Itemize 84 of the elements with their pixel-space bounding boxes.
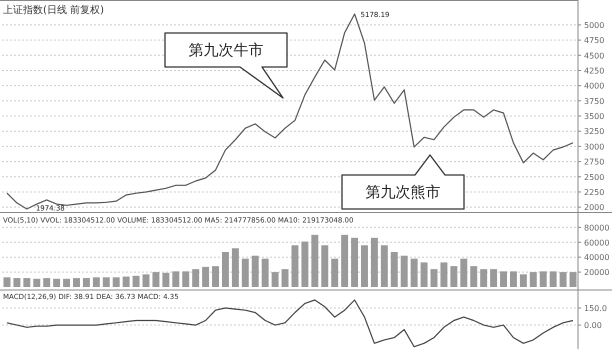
y-tick-label: 2750 (584, 158, 604, 167)
bar (212, 266, 219, 287)
bar (331, 258, 338, 287)
bar (470, 266, 478, 287)
bar (73, 278, 80, 287)
bar (500, 271, 507, 287)
line-series (6, 299, 574, 348)
y-tick-label: 3000 (584, 142, 604, 152)
bar (192, 269, 200, 287)
bar (490, 269, 498, 287)
bar (102, 277, 110, 287)
bar (351, 238, 358, 287)
bar (301, 242, 308, 287)
bar (122, 276, 130, 287)
bar (252, 256, 259, 287)
y-tick-label: 40000 (584, 253, 610, 262)
y-tick-label: 0.00 (584, 321, 602, 330)
bar (112, 277, 120, 287)
bar (400, 256, 408, 287)
bar (420, 262, 428, 287)
y-tick-label: 2500 (584, 172, 604, 182)
bar (440, 262, 448, 287)
y-tick-label: 4500 (584, 51, 604, 60)
bar (370, 238, 378, 287)
annotation: 第九次牛市 (188, 41, 264, 59)
bar (380, 245, 388, 287)
callout: 第九次牛市 (164, 32, 288, 99)
line-series (6, 13, 574, 210)
bar (142, 274, 150, 287)
bar (23, 278, 30, 287)
bar (272, 272, 279, 287)
bar (341, 234, 348, 287)
bar (450, 266, 458, 287)
bar (172, 271, 180, 287)
bar (13, 278, 20, 287)
bar (520, 274, 527, 287)
y-tick-label: 4750 (584, 36, 604, 46)
y-tick-label: 60000 (584, 238, 610, 248)
bar (63, 278, 70, 287)
callout: 第九次熊市 (341, 154, 465, 210)
bar (311, 234, 318, 287)
y-tick-label: 4000 (584, 82, 604, 91)
bar (82, 278, 90, 287)
bar (43, 278, 50, 287)
bar (410, 258, 418, 287)
bar (92, 277, 100, 287)
bar (570, 272, 577, 287)
bar (3, 277, 10, 287)
bar (53, 278, 60, 287)
bar (152, 272, 160, 287)
bar (550, 271, 557, 287)
bar (560, 272, 567, 287)
bar (390, 252, 398, 287)
bar (202, 266, 210, 287)
bar (361, 245, 368, 287)
y-tick-label: 3500 (584, 112, 604, 122)
y-tick-label: 2000 (584, 203, 604, 212)
bar (33, 278, 40, 287)
y-tick-label: 3250 (584, 127, 604, 136)
y-tick-label: 80000 (584, 223, 610, 232)
bar (321, 245, 328, 287)
bar (132, 276, 140, 287)
bar (510, 271, 517, 287)
bar (282, 269, 289, 287)
y-tick-label: 150.0 (584, 304, 607, 313)
y-tick-label: 2250 (584, 188, 604, 197)
annotation: 第九次熊市 (366, 183, 440, 201)
bar (480, 269, 488, 287)
bar (222, 252, 229, 287)
y-tick-label: 20000 (584, 268, 610, 278)
bar (162, 272, 170, 287)
bar (182, 271, 190, 287)
y-tick-label: 4250 (584, 66, 604, 76)
text: 上证指数(日线 前复权) (3, 4, 104, 16)
bar (262, 258, 269, 287)
bar (232, 248, 239, 287)
bar (242, 258, 249, 287)
bar (460, 258, 468, 287)
bar (530, 272, 537, 287)
y-tick-label: 3750 (584, 96, 604, 106)
bar (430, 269, 438, 287)
y-tick-label: 5000 (584, 20, 604, 30)
bar (291, 245, 298, 287)
bar (540, 271, 547, 287)
